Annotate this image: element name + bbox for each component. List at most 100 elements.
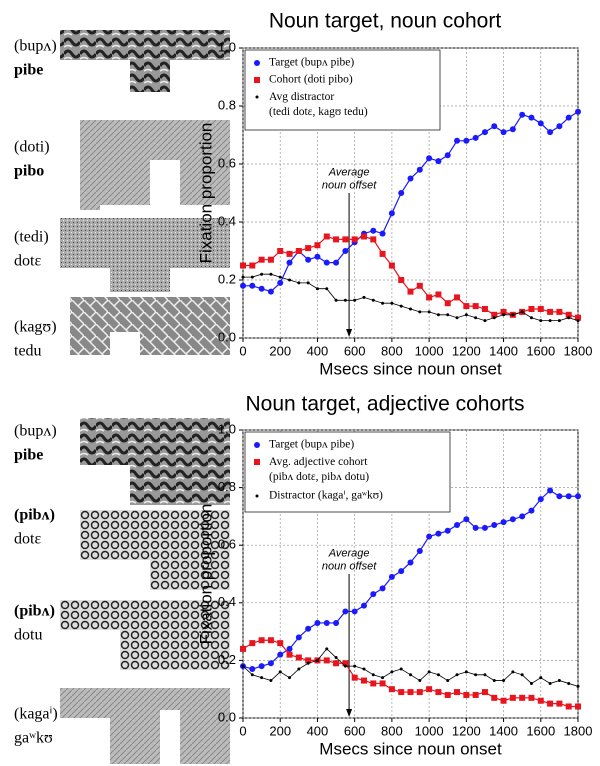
point <box>351 608 358 615</box>
legend-label: Target (bupʌ pibe) <box>269 439 354 451</box>
point <box>254 459 260 465</box>
point <box>463 516 470 523</box>
point <box>286 250 293 257</box>
point <box>500 129 507 136</box>
x-tick-label: 1600 <box>526 343 555 358</box>
point <box>427 670 431 674</box>
point <box>557 319 561 323</box>
point <box>464 313 468 317</box>
point <box>269 272 273 276</box>
x-axis-label: Msecs since noun onset <box>319 359 502 378</box>
point <box>315 287 319 291</box>
legend-label: Cohort (doti pibo) <box>269 74 353 86</box>
point <box>381 301 385 305</box>
x-tick-label: 1000 <box>415 723 444 738</box>
x-tick-label: 1800 <box>564 723 593 738</box>
point <box>399 667 403 671</box>
x-tick-label: 1400 <box>489 723 518 738</box>
point <box>295 634 302 641</box>
point <box>258 285 265 292</box>
x-tick-label: 600 <box>344 723 366 738</box>
point <box>379 680 386 687</box>
x-tick-label: 1200 <box>452 343 481 358</box>
point <box>260 272 264 276</box>
x-tick-label: 800 <box>381 723 403 738</box>
point <box>258 663 265 670</box>
point <box>575 703 581 710</box>
point <box>537 496 544 503</box>
point <box>362 295 366 299</box>
point <box>379 230 386 237</box>
point <box>353 298 357 302</box>
point <box>565 114 572 121</box>
point <box>576 319 580 323</box>
point <box>528 306 535 312</box>
point <box>556 123 563 130</box>
point <box>333 236 340 243</box>
x-tick-label: 200 <box>269 723 291 738</box>
legend-box <box>244 431 451 513</box>
point <box>519 694 526 701</box>
y-tick-label: 1.0 <box>218 421 236 436</box>
chart: Noun target, noun cohort 0.0 0.2 0.4 0.6 0.8 1… <box>14 10 592 379</box>
point <box>556 493 563 500</box>
point <box>464 670 468 674</box>
point <box>249 282 256 289</box>
point <box>502 679 506 683</box>
annotation-text: noun offset <box>322 561 377 573</box>
point <box>371 673 375 677</box>
point <box>381 676 385 680</box>
point <box>286 259 293 266</box>
point <box>567 681 571 685</box>
point <box>360 677 367 684</box>
legend-box <box>244 49 441 131</box>
point <box>537 306 544 312</box>
point <box>520 310 524 314</box>
point <box>306 661 310 665</box>
point <box>472 691 479 698</box>
stimulus-label: dotɛ <box>14 531 41 548</box>
point <box>351 236 358 243</box>
point <box>444 691 451 698</box>
point <box>362 667 366 671</box>
point <box>575 493 581 500</box>
stimulus-label: (pibʌ) <box>14 603 55 620</box>
point <box>333 619 340 626</box>
legend-label: Avg. adjective cohort (pibʌ dotɛ, pibʌ do… <box>269 456 369 483</box>
point <box>334 298 338 302</box>
y-tick-label: 0.0 <box>218 329 236 344</box>
point <box>277 640 284 647</box>
point <box>426 294 433 301</box>
x-tick-label: 1800 <box>564 343 593 358</box>
point <box>509 516 516 523</box>
point <box>277 248 284 254</box>
y-tick-label: 0.2 <box>218 652 236 667</box>
x-tick-label: 800 <box>381 343 403 358</box>
point <box>537 697 544 704</box>
point <box>416 282 423 289</box>
point <box>474 673 478 677</box>
point <box>360 233 367 240</box>
point <box>388 686 395 693</box>
point <box>426 686 433 693</box>
point <box>288 278 292 282</box>
point <box>409 673 412 677</box>
chart-title: Noun target, noun cohort <box>269 10 501 33</box>
point <box>492 316 496 320</box>
point <box>472 134 479 141</box>
point <box>323 619 330 626</box>
point <box>528 694 535 701</box>
point <box>509 126 516 133</box>
point <box>548 681 552 685</box>
point <box>436 313 440 317</box>
point <box>446 313 450 317</box>
point <box>249 262 256 269</box>
point <box>491 522 498 529</box>
x-tick-label: 400 <box>307 343 329 358</box>
point <box>502 313 506 317</box>
point <box>463 137 470 144</box>
point <box>267 256 274 263</box>
point <box>267 660 274 667</box>
point <box>528 507 535 514</box>
point <box>353 664 357 668</box>
